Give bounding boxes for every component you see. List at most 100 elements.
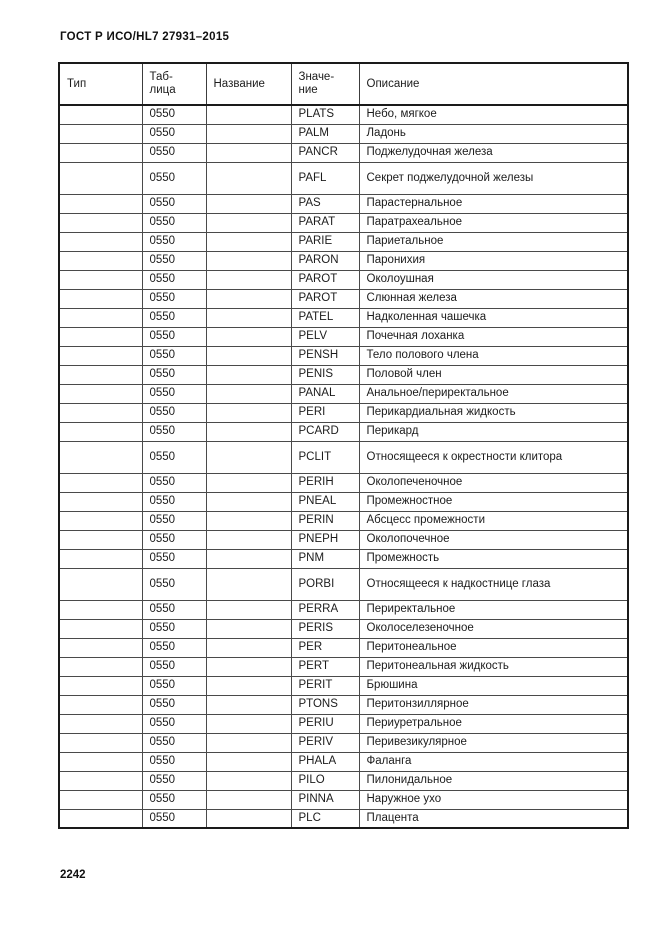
cell-table: 0550: [141, 104, 207, 125]
cell-value: PATEL: [290, 307, 360, 328]
cell-name: [205, 675, 292, 696]
cell-name: [205, 250, 292, 271]
cell-description: Перитонеальное: [358, 637, 629, 658]
cell-description: Относящееся к надкостнице глаза: [358, 567, 629, 601]
cell-value: PAROT: [290, 288, 360, 309]
table-row: 0550 PELV Почечная лоханка: [58, 326, 629, 347]
cell-description: Поджелудочная железа: [358, 142, 629, 163]
cell-name: [205, 142, 292, 163]
cell-table: 0550: [141, 212, 207, 233]
cell-name: [205, 618, 292, 639]
cell-name: [205, 548, 292, 569]
cell-table: 0550: [141, 123, 207, 144]
cell-value: PERI: [290, 402, 360, 423]
cell-value: PLC: [290, 808, 360, 829]
cell-name: [205, 732, 292, 753]
table-row: 0550 PERIV Перивезикулярное: [58, 732, 629, 753]
table-row: 0550 PARAT Паратрахеальное: [58, 212, 629, 233]
cell-description: Наружное ухо: [358, 789, 629, 810]
cell-type: [58, 288, 143, 309]
table-row: 0550 PNEAL Промежностное: [58, 491, 629, 512]
cell-description: Паратрахеальное: [358, 212, 629, 233]
table-row: 0550 PAROT Слюнная железа: [58, 288, 629, 309]
cell-type: [58, 472, 143, 493]
cell-value: PNEPH: [290, 529, 360, 550]
cell-value: PARAT: [290, 212, 360, 233]
cell-name: [205, 364, 292, 385]
cell-description: Перикардиальная жидкость: [358, 402, 629, 423]
cell-table: 0550: [141, 193, 207, 214]
cell-table: 0550: [141, 142, 207, 163]
cell-description: Относящееся к окрестности клитора: [358, 440, 629, 474]
header-cell-table: Таб- лица: [141, 62, 207, 106]
table-row: 0550 PENSH Тело полового члена: [58, 345, 629, 366]
cell-table: 0550: [141, 529, 207, 550]
cell-name: [205, 288, 292, 309]
cell-table: 0550: [141, 548, 207, 569]
cell-table: 0550: [141, 618, 207, 639]
cell-table: 0550: [141, 326, 207, 347]
cell-name: [205, 104, 292, 125]
table-row: 0550 PATEL Надколенная чашечка: [58, 307, 629, 328]
cell-value: PAS: [290, 193, 360, 214]
cell-description: Околопочечное: [358, 529, 629, 550]
cell-type: [58, 212, 143, 233]
cell-value: PERIN: [290, 510, 360, 531]
cell-type: [58, 142, 143, 163]
cell-type: [58, 770, 143, 791]
cell-type: [58, 345, 143, 366]
cell-value: PENSH: [290, 345, 360, 366]
cell-description: Пилонидальное: [358, 770, 629, 791]
cell-name: [205, 421, 292, 442]
cell-value: PALM: [290, 123, 360, 144]
cell-description: Промежность: [358, 548, 629, 569]
cell-name: [205, 656, 292, 677]
cell-name: [205, 383, 292, 404]
table-row: 0550 PINNA Наружное ухо: [58, 789, 629, 810]
cell-value: PERT: [290, 656, 360, 677]
cell-value: PERIV: [290, 732, 360, 753]
cell-value: PELV: [290, 326, 360, 347]
table-row: 0550 PAFL Секрет поджелудочной железы: [58, 161, 629, 195]
cell-type: [58, 732, 143, 753]
cell-type: [58, 307, 143, 328]
header-cell-description: Описание: [358, 62, 629, 106]
cell-name: [205, 472, 292, 493]
cell-table: 0550: [141, 383, 207, 404]
cell-type: [58, 751, 143, 772]
cell-name: [205, 751, 292, 772]
document-title: ГОСТ Р ИСО/HL7 27931–2015: [60, 31, 230, 43]
cell-description: Брюшина: [358, 675, 629, 696]
cell-value: PANAL: [290, 383, 360, 404]
cell-name: [205, 345, 292, 366]
cell-table: 0550: [141, 440, 207, 474]
header-cell-value: Значе- ние: [290, 62, 360, 106]
cell-type: [58, 599, 143, 620]
cell-name: [205, 161, 292, 195]
cell-description: Перивезикулярное: [358, 732, 629, 753]
cell-description: Ладонь: [358, 123, 629, 144]
cell-description: Надколенная чашечка: [358, 307, 629, 328]
cell-description: Периректальное: [358, 599, 629, 620]
cell-description: Фаланга: [358, 751, 629, 772]
cell-value: PERIU: [290, 713, 360, 734]
table-row: 0550 PCARD Перикард: [58, 421, 629, 442]
cell-type: [58, 808, 143, 829]
cell-name: [205, 491, 292, 512]
cell-value: PARON: [290, 250, 360, 271]
cell-table: 0550: [141, 637, 207, 658]
table-row: 0550 PHALA Фаланга: [58, 751, 629, 772]
cell-value: PAROT: [290, 269, 360, 290]
header-cell-name: Название: [205, 62, 292, 106]
table-row: 0550 PCLIT Относящееся к окрестности клито…: [58, 440, 629, 474]
cell-value: PINNA: [290, 789, 360, 810]
cell-type: [58, 326, 143, 347]
cell-name: [205, 402, 292, 423]
cell-value: PARIE: [290, 231, 360, 252]
cell-type: [58, 193, 143, 214]
cell-name: [205, 637, 292, 658]
cell-value: PCLIT: [290, 440, 360, 474]
header-cell-type: Тип: [58, 62, 143, 106]
cell-table: 0550: [141, 161, 207, 195]
cell-table: 0550: [141, 732, 207, 753]
